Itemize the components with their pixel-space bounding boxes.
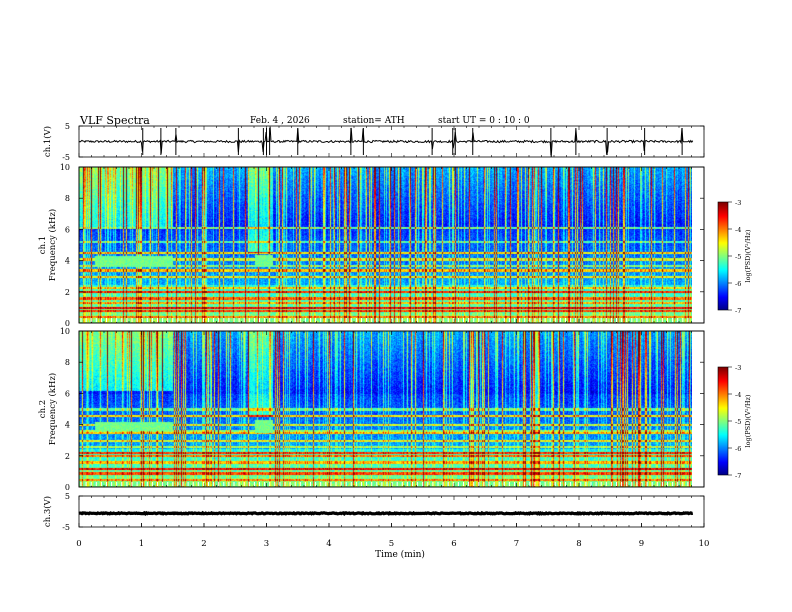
ch2-spectrogram-panel: 0 2 4 6 8 10 ch.2 Frequency (kHz) — [38, 327, 705, 492]
colorbar-tick-label: -7 — [735, 472, 741, 480]
ch1-waveform-panel: 5 -5 ch.1(V) — [42, 122, 705, 162]
y-tick-label: -5 — [62, 523, 70, 532]
ch2-colorbar-gradient — [718, 367, 728, 475]
colorbar-label: log(PSD)(V²/Hz) — [744, 229, 752, 282]
colorbar-tick-label: -4 — [735, 226, 741, 234]
colorbar-tick-label: -6 — [735, 280, 741, 288]
y-tick-label: 8 — [65, 358, 70, 367]
y-axis-label: ch.3(V) — [42, 496, 53, 527]
y-axis-label: ch.1 — [38, 236, 48, 254]
y-tick-label: 2 — [65, 288, 70, 297]
ch1-spectrogram-panel: 0 2 4 6 8 10 ch.1 Frequency (kHz) — [38, 163, 705, 328]
waveform-trace — [78, 510, 694, 516]
y-axis-label: Frequency (kHz) — [47, 209, 58, 281]
x-tick-label: 0 — [76, 539, 81, 549]
ch2-spectrogram-image — [79, 331, 692, 487]
y-tick-label: 0 — [65, 483, 70, 492]
x-tick-label: 9 — [639, 539, 644, 549]
x-tick-label: 8 — [576, 539, 581, 549]
x-tick-label: 3 — [264, 539, 269, 549]
y-tick-label: 4 — [65, 421, 70, 430]
y-tick-label: -5 — [62, 153, 70, 162]
y-tick-label: 6 — [65, 389, 70, 398]
y-axis-label: Frequency (kHz) — [47, 373, 58, 445]
x-tick-label: 2 — [201, 539, 206, 549]
time-axis: 0 1 2 3 4 5 6 7 8 9 10 — [76, 523, 709, 549]
x-tick-label: 7 — [514, 539, 519, 549]
colorbar-tick-label: -3 — [735, 199, 741, 207]
colorbar-tick-label: -4 — [735, 391, 741, 399]
colorbar-label: log(PSD)(V²/Hz) — [744, 394, 752, 447]
y-tick-label: 5 — [65, 122, 70, 131]
x-tick-label: 5 — [389, 539, 394, 549]
ch1-colorbar: -3 -4 -5 -6 -7 log(PSD)(V²/Hz) — [717, 199, 752, 315]
y-axis-label: ch.2 — [38, 400, 48, 418]
y-tick-label: 8 — [65, 194, 70, 203]
colorbar-tick-label: -5 — [735, 418, 741, 426]
y-tick-label: 5 — [65, 492, 70, 501]
panel-frame-top — [78, 166, 705, 324]
x-tick-label: 10 — [699, 539, 710, 549]
x-tick-label: 1 — [139, 539, 144, 549]
colorbar-tick-label: -7 — [735, 307, 741, 315]
station-label: station= ATH — [343, 116, 405, 126]
y-tick-label: 6 — [65, 225, 70, 234]
colorbar-tick-label: -5 — [735, 253, 741, 261]
figure-title: VLF Spectra — [79, 114, 150, 127]
colorbar-tick-label: -3 — [735, 364, 741, 372]
date-label: Feb. 4 , 2026 — [250, 116, 310, 126]
y-tick-label: 2 — [65, 452, 70, 461]
colorbar-tick-label: -6 — [735, 445, 741, 453]
ch2-colorbar: -3 -4 -5 -6 -7 log(PSD)(V²/Hz) — [717, 364, 752, 480]
x-tick-label: 6 — [451, 539, 456, 549]
y-tick-label: 0 — [65, 319, 70, 328]
y-tick-label: 4 — [65, 257, 70, 266]
ch1-spectrogram-image — [79, 167, 692, 323]
y-tick-label: 10 — [60, 327, 70, 336]
panel-frame-top — [78, 330, 705, 488]
y-tick-label: 10 — [60, 163, 70, 172]
ch1-colorbar-gradient — [718, 202, 728, 310]
start-time-label: start UT = 0 : 10 : 0 — [438, 116, 530, 126]
x-tick-label: 4 — [326, 539, 331, 549]
y-axis-label: ch.1(V) — [42, 126, 53, 157]
time-axis-label: Time (min) — [375, 549, 425, 560]
waveform-trace — [78, 126, 694, 157]
